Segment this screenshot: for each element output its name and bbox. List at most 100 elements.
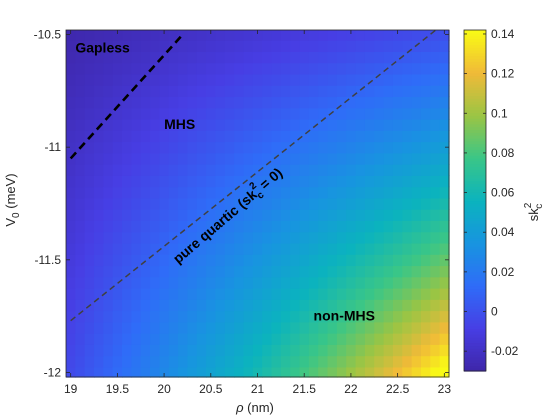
heatmap-cell [243,321,254,334]
heatmap-cell [84,141,95,154]
heatmap-cell [430,288,441,300]
heatmap-cell [299,276,310,289]
heatmap-cell [140,175,151,188]
heatmap-cell [271,344,282,357]
heatmap-cell [196,186,207,199]
heatmap-cell [84,333,95,345]
heatmap-cell [420,30,431,41]
heatmap-cell [383,310,394,323]
heatmap-cell [420,51,431,64]
x-axis-unit: (nm) [244,400,274,415]
heatmap-cell [243,265,254,278]
heatmap-cell [299,310,310,323]
heatmap-cell [336,310,347,323]
heatmap-cell [187,62,198,75]
heatmap-cell [308,164,319,176]
heatmap-cell [355,85,366,98]
heatmap-cell [411,197,422,210]
heatmap-cell [355,119,366,131]
heatmap-cell [355,276,366,289]
heatmap-cell [178,366,189,378]
heatmap-cell [131,130,142,143]
heatmap-cell [243,141,254,154]
heatmap-cell [439,96,450,109]
heatmap-cell [420,119,431,131]
heatmap-cell [383,209,394,221]
heatmap-cell [252,310,263,323]
colorbar-segment [464,228,486,233]
heatmap-cell [355,310,366,323]
colorbar-segment [464,336,486,341]
heatmap-cell [336,40,347,53]
heatmap-cell [420,355,431,368]
heatmap-cell [140,231,151,244]
heatmap-cell [346,119,357,131]
colorbar-segment [464,112,486,116]
heatmap-cell [75,175,86,188]
heatmap-cell [308,107,319,120]
heatmap-cell [159,355,170,368]
heatmap-cell [308,310,319,323]
heatmap-cell [346,299,357,312]
heatmap-cell [224,265,235,278]
heatmap-cell [224,344,235,357]
heatmap-cell [122,220,132,233]
heatmap-cell [140,344,151,357]
heatmap-cell [168,152,179,165]
heatmap-cell [280,209,291,221]
colorbar-segment [464,157,486,162]
heatmap-cell [290,299,301,312]
heatmap-cell [234,119,245,131]
heatmap-cell [215,30,226,41]
heatmap-cell [439,186,450,199]
heatmap-cell [234,333,245,345]
heatmap-cell [75,366,86,378]
heatmap-cell [402,130,413,143]
heatmap-cell [383,107,394,120]
heatmap-cell [178,288,189,300]
colorbar-segment [464,172,486,176]
colorbar-segment [464,368,486,372]
heatmap-cell [112,220,123,233]
heatmap-cell [187,51,198,64]
heatmap-cell [103,197,114,210]
heatmap-cell [234,310,245,323]
heatmap-cell [168,186,179,199]
heatmap-cell [327,62,338,75]
heatmap-cell [94,175,104,188]
heatmap-cell [103,51,114,64]
heatmap-cell [84,265,95,278]
heatmap-cell [168,175,179,188]
heatmap-cell [187,231,198,244]
heatmap-cell [374,254,385,267]
quartic-label-sup: 2 [248,180,260,192]
heatmap-cell [224,209,235,221]
heatmap-cell [196,119,207,131]
colorbar-segment [464,55,486,60]
heatmap-cell [355,130,366,143]
x-tick-label: 19.5 [106,382,130,396]
heatmap-cell [280,321,291,334]
heatmap-cell [196,40,207,53]
heatmap-cell [140,299,151,312]
heatmap-cell [168,73,179,86]
heatmap-cell [140,321,151,334]
heatmap-cell [411,73,422,86]
heatmap-cell [290,355,301,368]
heatmap-cell [374,130,385,143]
heatmap-cell [196,355,207,368]
heatmap-cell [430,333,441,345]
colorbar-segment [464,322,486,327]
heatmap-cell [159,119,170,131]
heatmap-cell [94,254,104,267]
heatmap-cell [383,141,394,154]
heatmap-cell [374,175,385,188]
heatmap-cell [94,288,104,300]
y-axis-unit: (meV) [3,173,18,212]
heatmap-cell [252,299,263,312]
heatmap-cell [383,164,394,176]
heatmap-cell [252,254,263,267]
colorbar-segment [464,314,486,318]
heatmap-cell [187,85,198,98]
heatmap-cell [84,175,95,188]
